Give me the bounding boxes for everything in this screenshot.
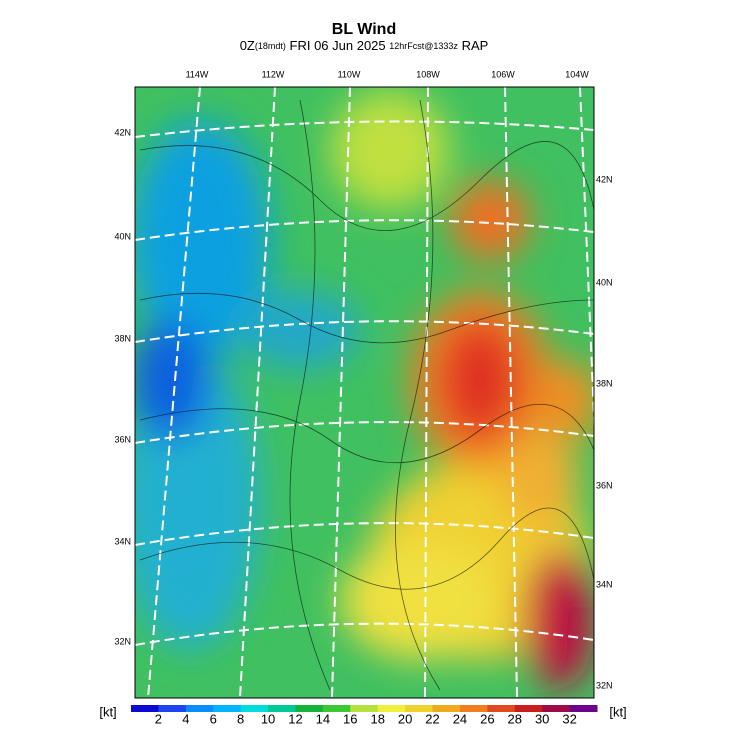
colorbar-label: 24 [453, 711, 467, 726]
lat-label: 32N [596, 680, 613, 690]
colorbar-label: 14 [316, 711, 330, 726]
title: BL Wind [332, 21, 396, 38]
colorbar-unit: [kt] [609, 704, 626, 719]
lat-label: 40N [596, 277, 613, 287]
colorbar-label: 26 [480, 711, 494, 726]
colorbar-swatch [158, 705, 187, 712]
subtitle: 0Z(18mdt) FRI 06 Jun 2025 12hrFcst@1333z… [240, 38, 489, 53]
colorbar-label: 32 [562, 711, 576, 726]
subtitle-part: (18mdt) [255, 41, 286, 51]
colorbar-swatch [514, 705, 543, 712]
colorbar-label: 2 [155, 711, 162, 726]
subtitle-part: RAP [462, 38, 489, 53]
colorbar-swatch [405, 705, 434, 712]
subtitle-part: FRI 06 Jun 2025 [290, 38, 386, 53]
lon-label: 104W [565, 69, 589, 79]
colorbar-label: 28 [508, 711, 522, 726]
colorbar-swatch [350, 705, 379, 712]
colorbar-swatch [569, 705, 598, 712]
colorbar-swatch [213, 705, 242, 712]
lat-label: 36N [114, 434, 131, 444]
colorbar-label: 8 [237, 711, 244, 726]
colorbar-label: 30 [535, 711, 549, 726]
colorbar-swatch [185, 705, 214, 712]
colorbar-label: 22 [425, 711, 439, 726]
lon-label: 112W [262, 69, 285, 79]
colorbar-label: 10 [261, 711, 275, 726]
lat-label: 38N [114, 333, 131, 343]
lat-label: 32N [114, 636, 131, 646]
colorbar-swatch [295, 705, 324, 712]
colorbar-label: 16 [343, 711, 357, 726]
colorbar-unit: [kt] [99, 704, 116, 719]
lat-label: 34N [114, 536, 131, 546]
lon-label: 108W [416, 69, 440, 79]
lat-label: 40N [114, 231, 131, 241]
wind-field [135, 87, 594, 698]
lat-label: 42N [596, 174, 613, 184]
colorbar-swatch [131, 705, 159, 712]
colorbar-label: 18 [370, 711, 384, 726]
colorbar-swatch [322, 705, 351, 712]
colorbar-swatch [459, 705, 488, 712]
lon-label: 106W [491, 69, 515, 79]
lat-label: 34N [596, 579, 613, 589]
lat-label: 36N [596, 480, 613, 490]
colorbar-label: 4 [182, 711, 189, 726]
lat-label: 38N [596, 378, 613, 388]
subtitle-part: 12hrFcst@1333z [389, 41, 458, 51]
subtitle-part: 0Z [240, 38, 255, 53]
colorbar-label: 12 [288, 711, 302, 726]
colorbar-swatch [240, 705, 269, 712]
colorbar-label: 20 [398, 711, 412, 726]
map-frame [134, 86, 595, 699]
lon-label: 110W [338, 69, 361, 79]
colorbar: [kt] [kt] [99, 704, 626, 719]
colorbar-swatch [487, 705, 516, 712]
lon-label: 114W [186, 69, 209, 79]
lat-label: 42N [114, 127, 131, 137]
colorbar-label: 6 [210, 711, 217, 726]
colorbar-swatch [542, 705, 571, 712]
colorbar-swatch [268, 705, 296, 712]
colorbar-swatch [377, 705, 406, 712]
colorbar-swatch [432, 705, 461, 712]
